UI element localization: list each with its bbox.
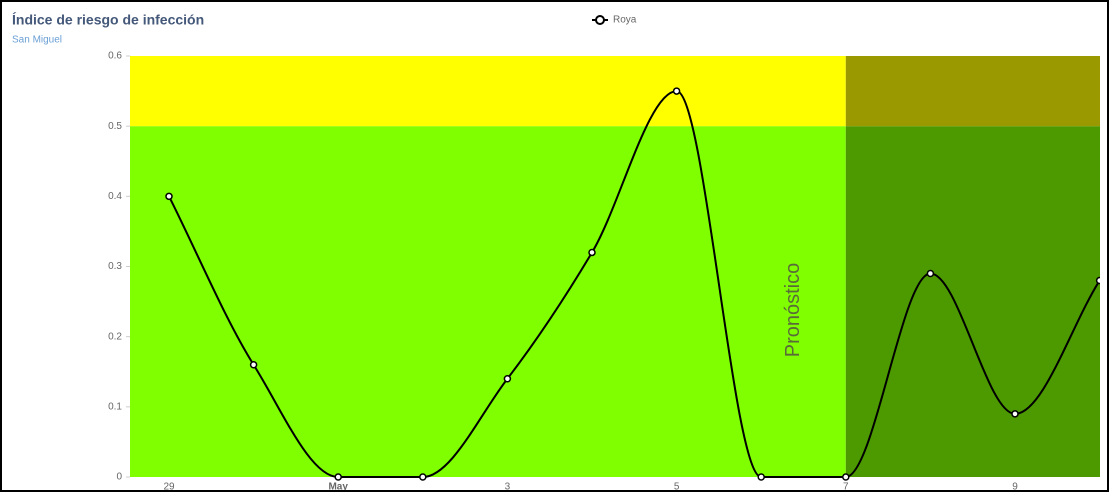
- frame-edge: [1100, 2, 1107, 490]
- data-point: [588, 248, 596, 257]
- forecast-band: [845, 126, 1100, 478]
- y-tick-label: 0.4: [108, 191, 122, 202]
- data-point: [757, 473, 765, 481]
- legend-label: Roya: [613, 15, 637, 26]
- data-point: [926, 269, 935, 278]
- chart-subtitle: San Miguel: [12, 35, 62, 46]
- x-tick-label: 5: [674, 482, 680, 492]
- x-tick-label: 7: [843, 482, 849, 492]
- data-point: [165, 192, 173, 201]
- forecast-label: Pronóstico: [782, 263, 804, 358]
- y-tick-label: 0.2: [108, 331, 122, 342]
- x-tick-label: 9: [1012, 482, 1018, 492]
- x-tick-label: May: [328, 482, 348, 492]
- data-point: [842, 473, 850, 481]
- y-tick-label: 0: [116, 472, 122, 483]
- chart-title: Índice de riesgo de infección: [12, 12, 204, 28]
- data-point: [1011, 410, 1019, 418]
- y-tick-label: 0.3: [108, 261, 122, 272]
- data-point: [672, 87, 681, 95]
- y-tick-label: 0.1: [108, 401, 122, 412]
- data-point: [249, 360, 258, 369]
- data-point: [503, 375, 512, 383]
- data-point: [419, 473, 427, 481]
- risk-band: [130, 126, 846, 478]
- forecast-band: [845, 56, 1100, 127]
- x-tick-label: 29: [163, 482, 175, 492]
- data-point: [334, 473, 342, 481]
- y-tick-label: 0.5: [108, 121, 122, 132]
- risk-band: [130, 56, 846, 127]
- x-tick-label: 3: [505, 482, 511, 492]
- y-tick-label: 0.6: [108, 51, 122, 62]
- plot-area: [130, 56, 1100, 478]
- legend-marker: [595, 15, 605, 25]
